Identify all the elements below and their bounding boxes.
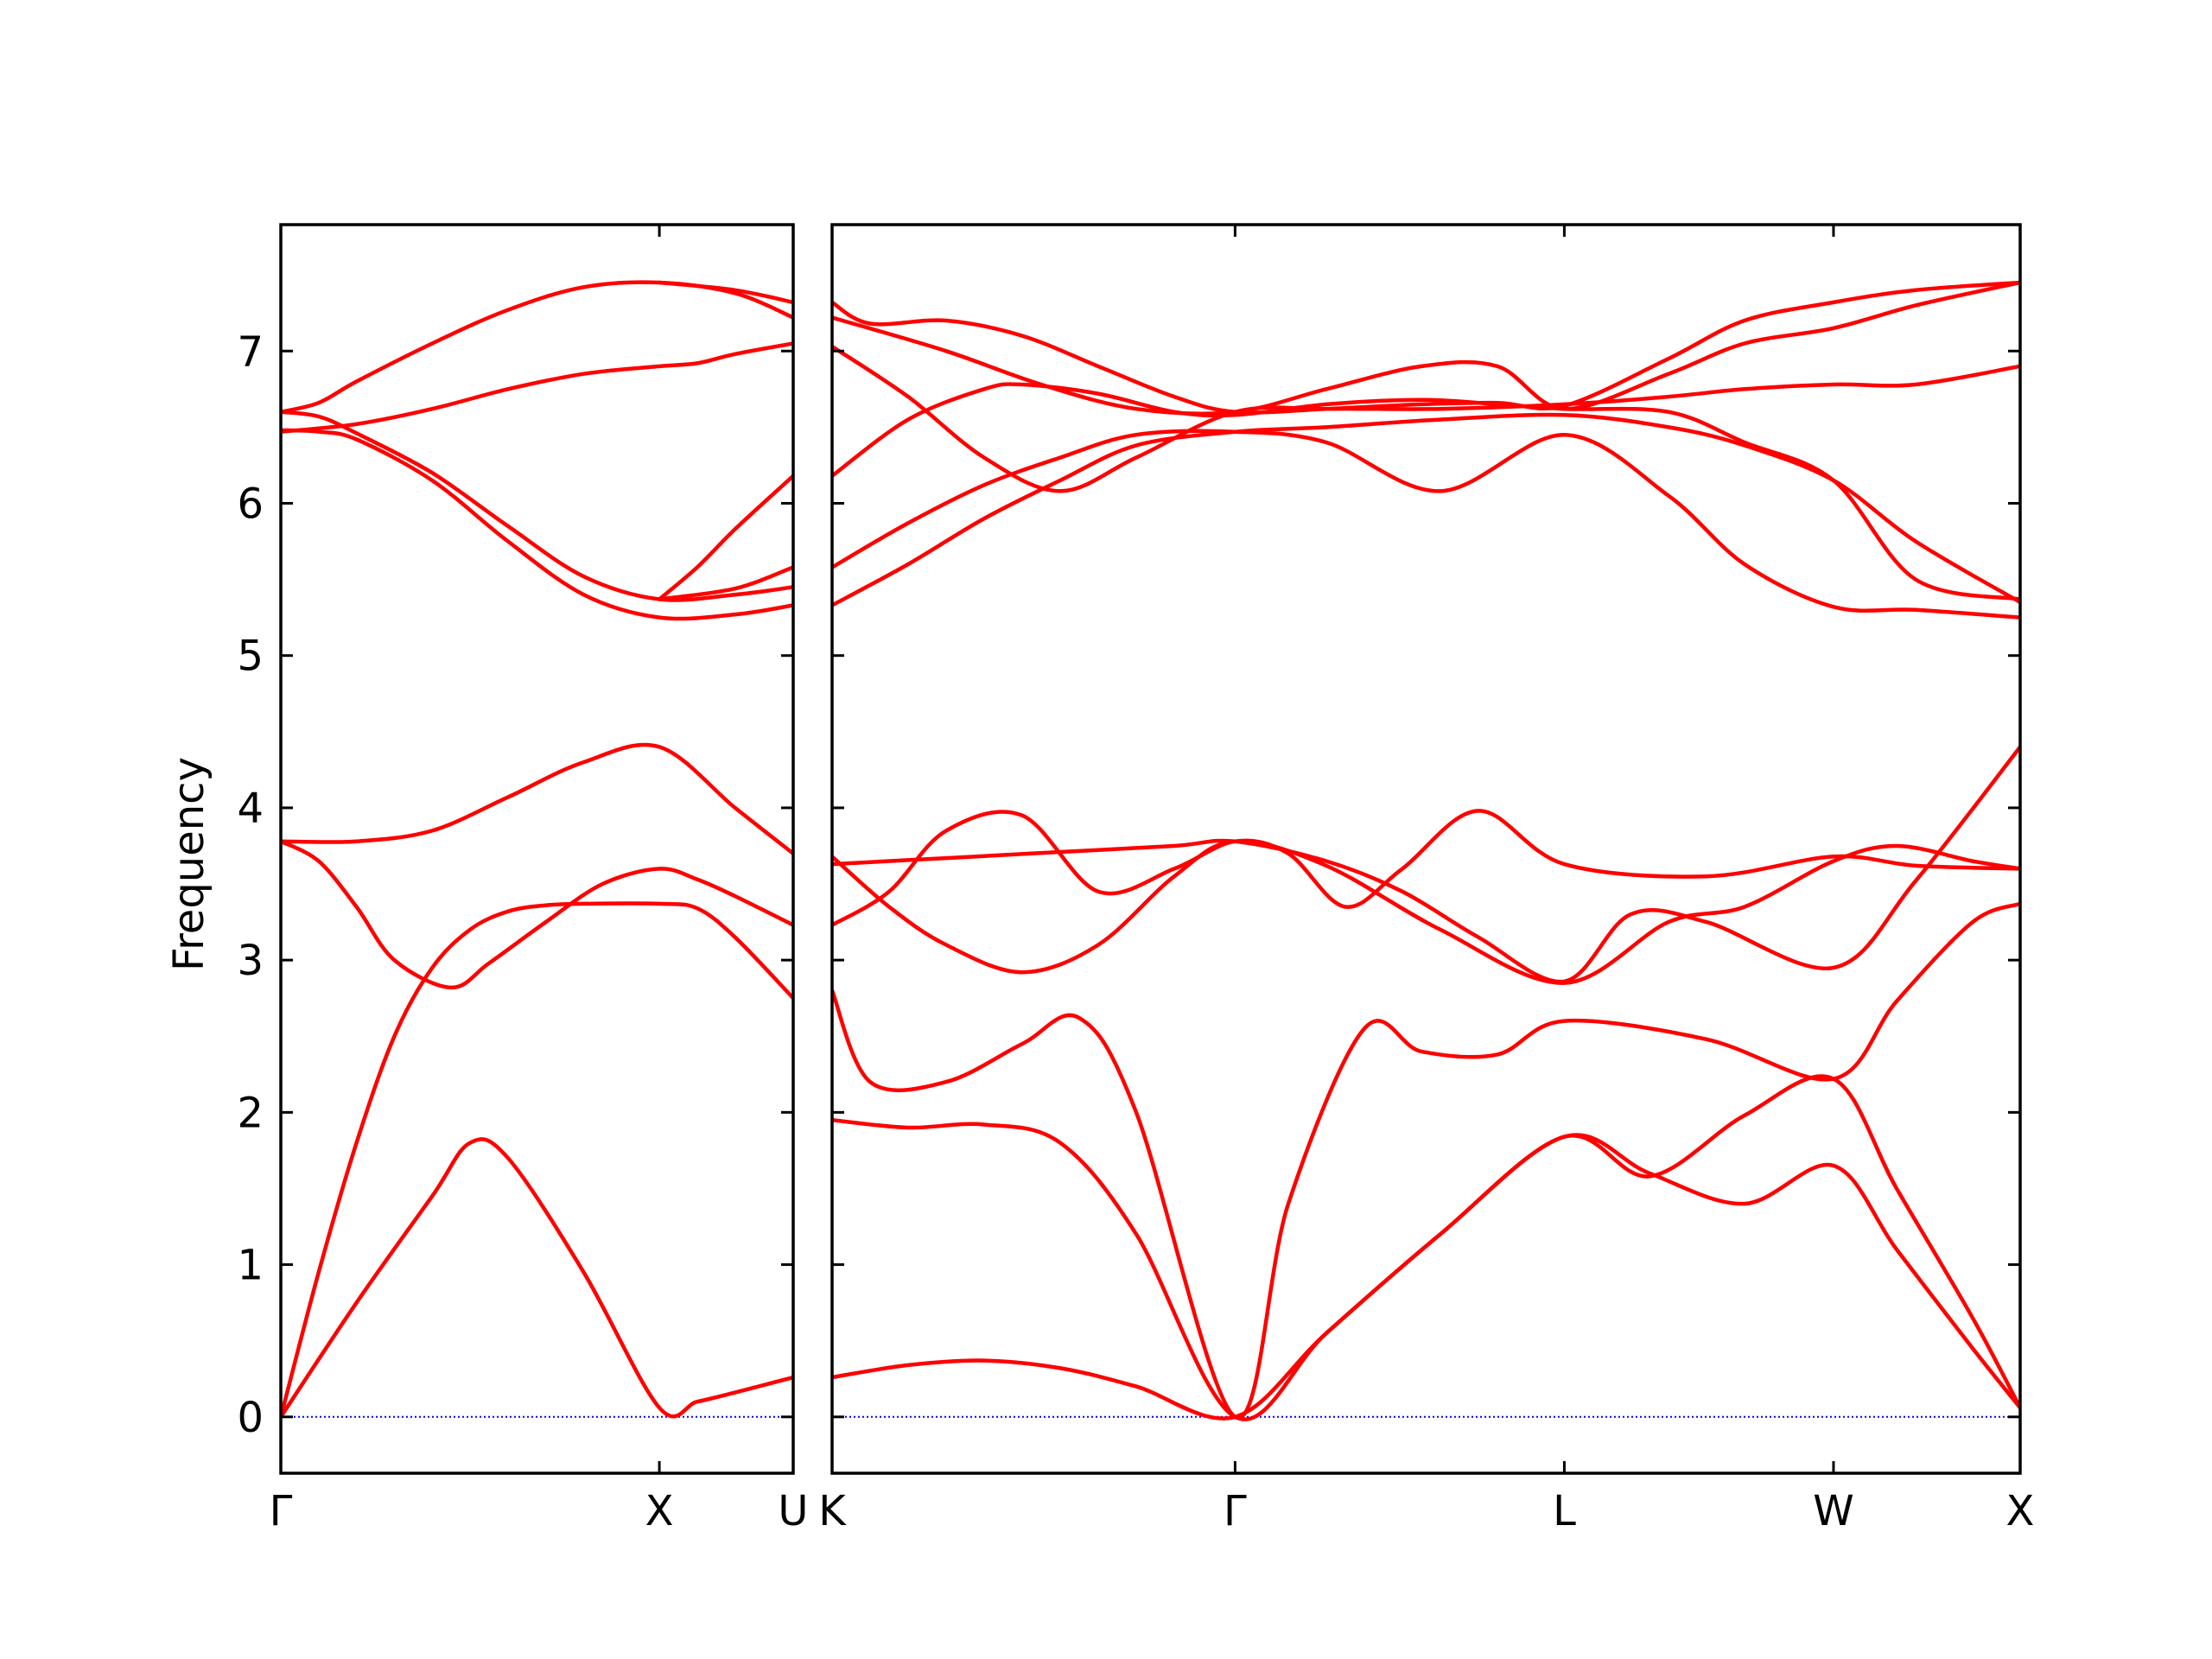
band-line-8	[281, 428, 793, 621]
band-line-9	[832, 382, 2020, 601]
x-tick-label-W: W	[1813, 1487, 1853, 1535]
band-line-2	[832, 1074, 2020, 1421]
band-line-5	[832, 809, 2020, 927]
x-tick-label-X: X	[645, 1487, 674, 1535]
band-line-3	[281, 839, 793, 990]
band-line-9	[281, 341, 793, 434]
y-tick-label-3: 3	[237, 937, 264, 985]
band-line-1	[281, 1137, 793, 1420]
band-line-4	[281, 742, 793, 856]
x-tick-label-L: L	[1553, 1487, 1576, 1535]
band-line-5	[657, 565, 793, 601]
x-tick-label-U: U	[778, 1487, 808, 1535]
y-tick-label-0: 0	[237, 1394, 264, 1442]
bands-group	[832, 280, 2020, 1421]
band-line-6	[832, 745, 2020, 984]
band-line-10	[832, 344, 2020, 493]
y-axis-label: Frequency	[165, 757, 213, 971]
panel-gamma-x-u: 0 1 2 3 4 5 6 7 Γ X U	[237, 223, 809, 1535]
x-tick-label-Γ: Γ	[1224, 1487, 1247, 1535]
band-line-11	[657, 280, 793, 305]
y-tick-label-6: 6	[237, 480, 264, 528]
band-line-6	[657, 474, 793, 601]
x-tick-label-Γ: Γ	[270, 1487, 293, 1535]
band-line-12	[832, 280, 2020, 415]
panel-frame	[279, 223, 795, 1475]
panel-frame	[830, 223, 2022, 1475]
band-line-8	[832, 429, 2020, 620]
y-tick-label-1: 1	[237, 1242, 264, 1290]
x-tick-label-X: X	[2006, 1487, 2035, 1535]
band-line-2	[281, 901, 793, 1420]
band-line-4	[832, 839, 2020, 985]
band-line-7	[281, 410, 793, 602]
band-line-3	[832, 901, 2020, 1421]
bands-group	[281, 280, 793, 1420]
y-tick-label-4: 4	[237, 785, 264, 833]
band-line-11	[832, 280, 2020, 416]
y-tick-label-2: 2	[237, 1089, 264, 1137]
y-tick-label-5: 5	[237, 632, 264, 681]
x-tick-label-K: K	[818, 1487, 847, 1535]
y-tick-label-7: 7	[237, 327, 264, 376]
